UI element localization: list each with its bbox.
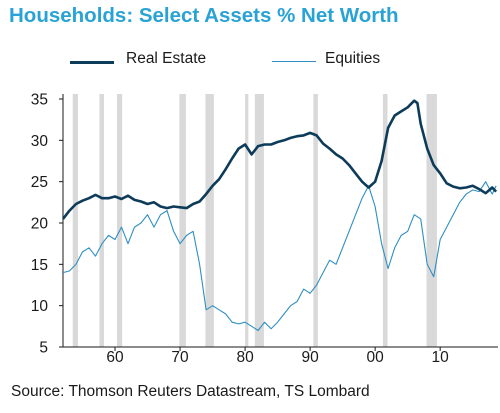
y-tick-label: 10 — [31, 298, 49, 315]
recession-band — [72, 94, 78, 347]
x-tick-label: 80 — [236, 349, 254, 366]
x-tick-label: 90 — [301, 349, 319, 366]
y-axis-ticks: 5 10 15 20 25 30 35 — [31, 92, 63, 357]
recession-band — [179, 94, 186, 347]
y-tick-label: 25 — [31, 174, 48, 191]
x-tick-label: 10 — [432, 349, 450, 366]
recession-band — [382, 94, 388, 347]
y-tick-label: 5 — [39, 340, 48, 357]
series-line-real-estate — [61, 99, 498, 220]
recession-band — [99, 94, 104, 347]
chart-title: Households: Select Assets % Net Worth — [9, 4, 399, 27]
legend-swatch-equities — [272, 61, 316, 62]
series-line-equities — [62, 181, 497, 332]
legend-label-equities: Equities — [325, 50, 381, 67]
x-tick-label: 60 — [106, 349, 124, 366]
recession-band — [205, 94, 214, 347]
recession-band — [426, 94, 437, 347]
source-note: Source: Thomson Reuters Datastream, TS L… — [11, 383, 370, 400]
legend-label-real-estate: Real Estate — [126, 50, 207, 67]
legend-swatch-real-estate — [70, 61, 114, 64]
recession-band — [313, 94, 318, 347]
x-axis-ticks: 60 70 80 90 00 10 — [106, 347, 449, 366]
recession-band — [116, 94, 123, 347]
x-tick-label: 70 — [171, 349, 189, 366]
recession-bands — [72, 94, 437, 347]
series-lines — [61, 99, 498, 332]
y-tick-label: 15 — [31, 257, 48, 274]
y-tick-label: 20 — [31, 216, 49, 233]
y-tick-label: 30 — [31, 133, 49, 150]
recession-band — [254, 94, 264, 347]
x-tick-label: 00 — [367, 349, 385, 366]
recession-band — [245, 94, 249, 347]
y-tick-label: 35 — [31, 92, 48, 109]
